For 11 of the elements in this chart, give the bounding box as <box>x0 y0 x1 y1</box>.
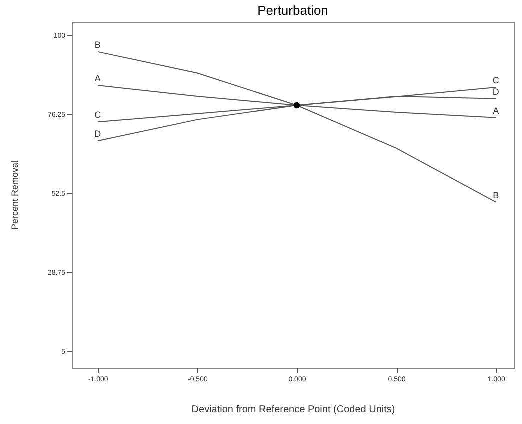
series-label: B <box>493 190 500 200</box>
x-axis-title: Deviation from Reference Point (Coded Units) <box>192 404 396 416</box>
text: D <box>492 86 500 97</box>
text: B <box>94 40 101 50</box>
chart-title: Perturbation <box>258 3 328 18</box>
series-label: A <box>493 106 500 116</box>
series-label: C <box>94 110 102 120</box>
text: C <box>492 76 500 86</box>
text: A <box>94 74 101 84</box>
series-label: D <box>94 129 102 140</box>
y-axis-title: Percent Removal <box>10 160 20 230</box>
